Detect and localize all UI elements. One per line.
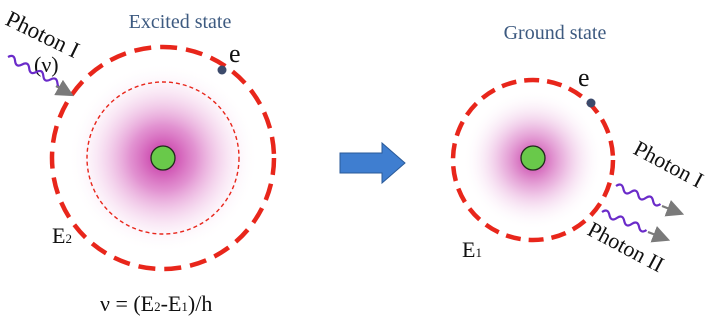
ground-state-title: Ground state — [504, 22, 607, 44]
photon-left-frequency: (ν) — [34, 52, 59, 77]
electron-right — [586, 98, 596, 108]
excited-orbit-e2 — [49, 44, 277, 272]
ground-orbit-e1 — [450, 77, 616, 243]
level-e1-label: E1 — [462, 237, 482, 262]
electron-left-label: e — [229, 39, 241, 68]
photon1-right-arrow — [661, 200, 685, 217]
electron-left — [217, 65, 227, 75]
excited-state-title: Excited state — [129, 11, 232, 33]
photon1-right-wave — [615, 183, 662, 207]
photon-left-arrow — [54, 79, 74, 97]
photon2-right-arrow — [647, 226, 671, 243]
nucleus-left — [150, 145, 176, 171]
right-arrow-icon — [339, 141, 406, 185]
photon1-right-label: Photon I — [630, 135, 708, 192]
electron-right-label: e — [578, 63, 590, 92]
frequency-formula: ν = (E2-E1)/h — [100, 291, 212, 316]
level-e2-label: E2 — [52, 223, 72, 248]
inner-orbit — [86, 81, 240, 235]
nucleus-right — [520, 145, 546, 171]
photon2-right-wave — [601, 209, 648, 233]
